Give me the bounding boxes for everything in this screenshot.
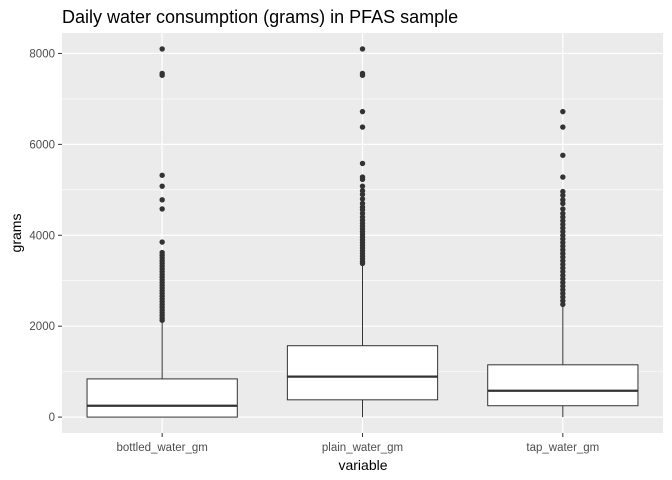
outlier-point — [560, 301, 566, 308]
x-axis-title: variable — [338, 457, 387, 473]
outlier-point — [359, 108, 366, 115]
iqr-box — [487, 364, 639, 407]
outlier-point — [159, 197, 165, 203]
y-tick-label: 8000 — [29, 48, 55, 60]
outlier-point — [359, 183, 366, 189]
outlier-point — [359, 196, 366, 202]
chart-title: Daily water consumption (grams) in PFAS … — [62, 7, 458, 27]
outlier-point — [359, 46, 366, 52]
outlier-point — [159, 72, 165, 78]
outlier-point — [560, 152, 566, 158]
y-axis: 0 2000 4000 6000 8000 — [29, 48, 62, 424]
box-plain_water_gm — [286, 46, 439, 418]
outlier-point — [359, 160, 366, 167]
y-tick-label: 4000 — [29, 230, 55, 242]
x-axis: bottled_water_gm plain_water_gm tap_water_… — [116, 433, 599, 454]
outlier-point — [159, 172, 165, 178]
outlier-point — [359, 124, 366, 130]
box-bottled_water_gm — [86, 46, 238, 418]
boxes — [86, 46, 639, 418]
outlier-point — [560, 174, 566, 180]
y-axis-title: grams — [8, 214, 24, 253]
x-tick-label: tap_water_gm — [526, 442, 599, 454]
outlier-point — [159, 46, 165, 52]
y-tick-label: 6000 — [29, 139, 55, 151]
outlier-point — [159, 317, 165, 323]
outlier-point — [159, 206, 165, 212]
iqr-box — [86, 378, 238, 418]
x-tick-label: plain_water_gm — [322, 442, 403, 454]
iqr-box — [286, 345, 439, 401]
outlier-point — [359, 176, 366, 183]
outlier-point — [359, 72, 366, 78]
box-tap_water_gm — [487, 108, 639, 418]
x-tick-label: bottled_water_gm — [116, 442, 207, 454]
outlier-point — [560, 124, 566, 130]
outlier-point — [159, 239, 165, 245]
outlier-point — [560, 206, 566, 212]
y-tick-label: 2000 — [29, 321, 55, 333]
y-tick-label: 0 — [49, 412, 55, 424]
outlier-point — [159, 183, 165, 189]
outlier-point — [359, 260, 366, 267]
outlier-point — [560, 200, 566, 207]
outlier-point — [359, 191, 366, 198]
outlier-point — [560, 108, 566, 115]
outlier-point — [560, 192, 566, 198]
